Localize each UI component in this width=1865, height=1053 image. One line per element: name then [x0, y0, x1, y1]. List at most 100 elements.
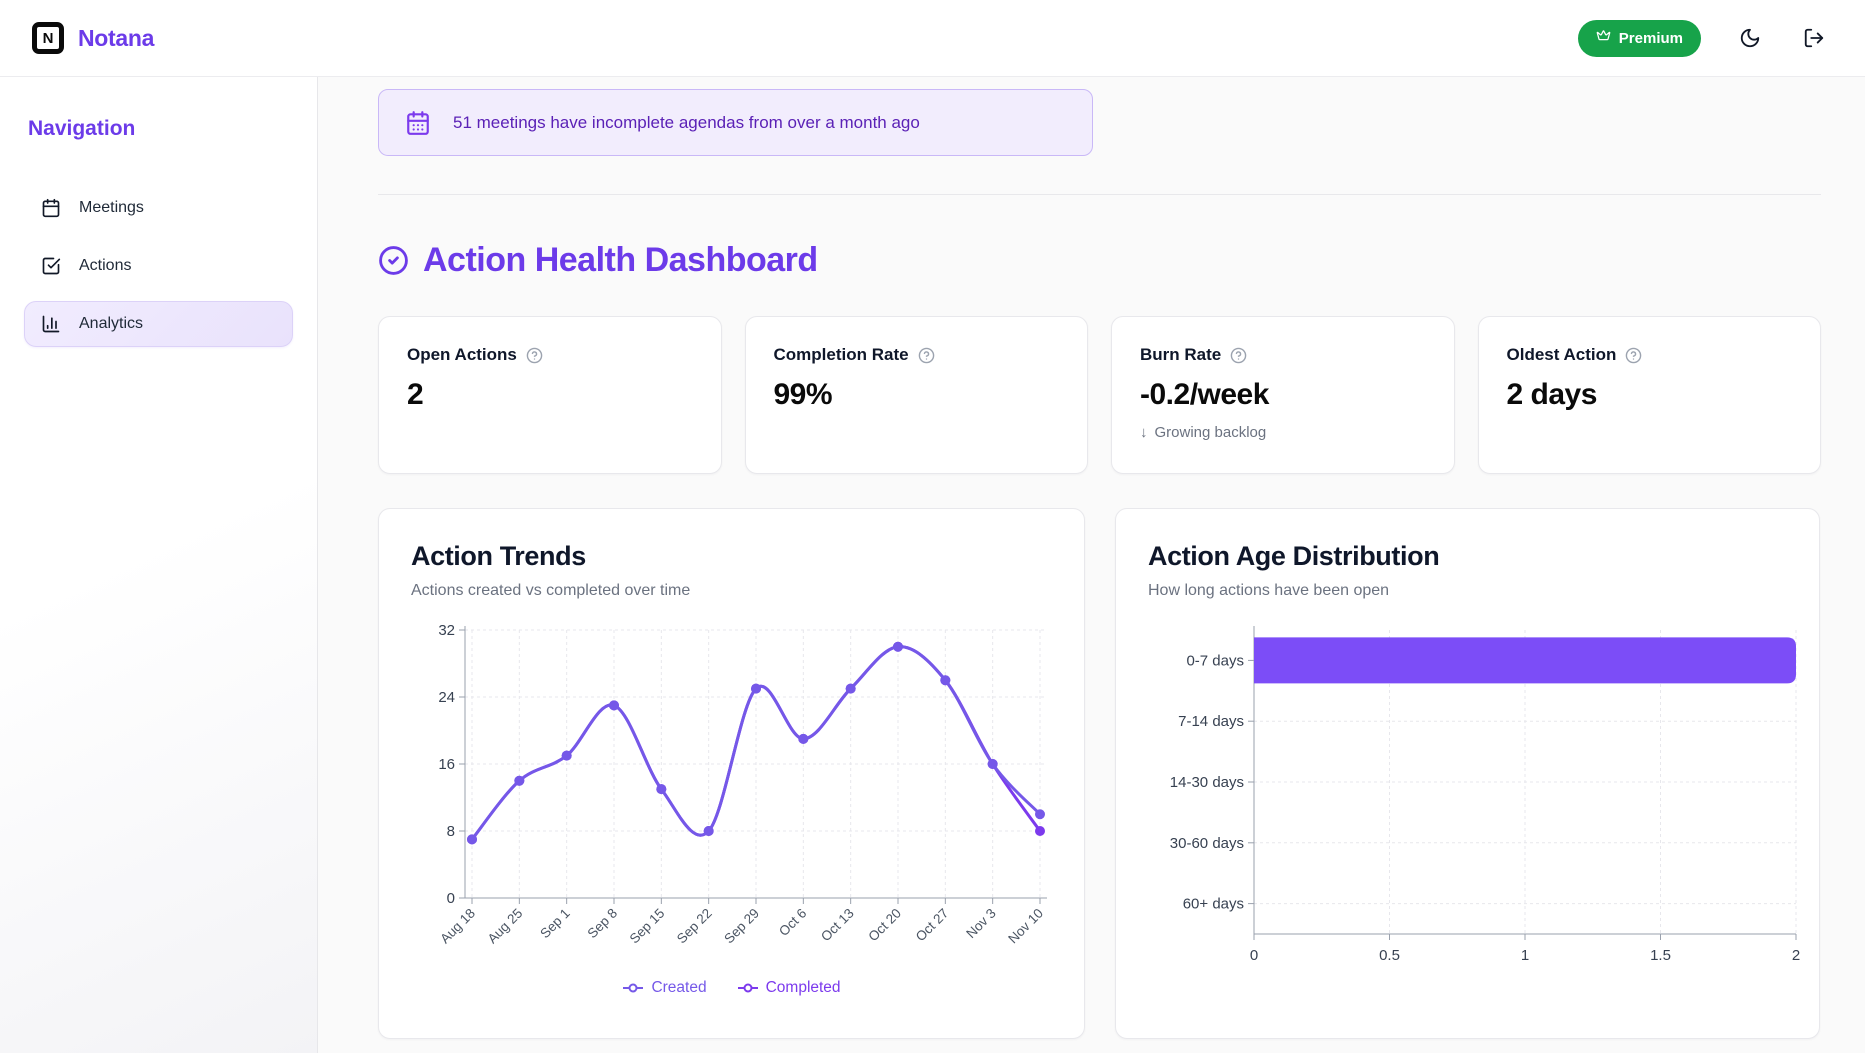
action-trends-chart: 0 8 16 24 32 Aug 18 Aug 25 Sep 1 Sep 8 Sep 15 Sep …: [411, 614, 1052, 975]
top-header: N Notana Premium: [0, 0, 1865, 77]
bar-chart-svg: 0-7 days 7-14 days 14-30 days 30-60 days 60+…: [1170, 626, 1800, 964]
sidebar: Navigation Meetings Actions Analytics: [0, 77, 318, 1053]
square-check-icon: [41, 256, 61, 276]
stat-value: 99%: [773, 378, 833, 411]
sidebar-heading: Navigation: [28, 117, 136, 140]
svg-text:Oct 13: Oct 13: [818, 906, 857, 945]
svg-text:Sep 15: Sep 15: [627, 906, 668, 947]
premium-label: Premium: [1618, 29, 1683, 47]
svg-text:24: 24: [438, 689, 455, 706]
section-divider: [378, 194, 1821, 195]
stat-value: -0.2/week: [1140, 378, 1269, 411]
legend-item-completed: Completed: [737, 979, 841, 997]
dashboard-title-row: Action Health Dashboard: [378, 241, 1821, 280]
stat-label: Oldest Action: [1506, 345, 1617, 364]
svg-text:0.5: 0.5: [1379, 947, 1400, 964]
sidebar-item-label: Analytics: [79, 315, 144, 332]
sidebar-item-analytics[interactable]: Analytics: [24, 301, 293, 347]
notana-logo-icon: N: [32, 22, 64, 54]
sidebar-item-actions[interactable]: Actions: [24, 243, 293, 289]
stat-card-oldest-action: Oldest Action 2 days: [1477, 316, 1821, 474]
x-axis-labels: 0 0.5 1 1.5 2: [1250, 934, 1800, 964]
main-content: 51 meetings have incomplete agendas from…: [318, 77, 1865, 1053]
premium-button[interactable]: Premium: [1577, 19, 1701, 57]
age-bar-0-7-days: [1254, 637, 1796, 684]
x-axis-labels: Aug 18 Aug 25 Sep 1 Sep 8 Sep 15 Sep 22 Sep 29…: [437, 898, 1046, 946]
svg-text:Aug 25: Aug 25: [485, 906, 526, 947]
logout-button[interactable]: [1799, 23, 1829, 53]
stat-label: Open Actions: [407, 345, 517, 364]
stat-value: 2: [407, 378, 424, 411]
chart-title: Action Trends: [411, 541, 586, 571]
svg-text:Nov 3: Nov 3: [963, 906, 999, 942]
svg-text:0: 0: [1250, 947, 1258, 964]
stat-label: Completion Rate: [773, 345, 909, 364]
stat-note: ↓ Growing backlog: [1140, 424, 1426, 441]
svg-text:Nov 10: Nov 10: [1005, 906, 1046, 947]
svg-text:Aug 18: Aug 18: [437, 906, 478, 947]
category-labels: 0-7 days 7-14 days 14-30 days 30-60 days 60+…: [1170, 652, 1254, 913]
svg-text:1.5: 1.5: [1650, 947, 1671, 964]
stat-card-completion-rate: Completion Rate 99%: [744, 316, 1088, 474]
arrow-down-icon: ↓: [1140, 424, 1148, 441]
legend-marker-icon: [737, 983, 758, 993]
dark-mode-toggle[interactable]: [1735, 23, 1765, 53]
action-age-chart: 0-7 days 7-14 days 14-30 days 30-60 days 60+…: [1148, 614, 1800, 989]
svg-text:30-60 days: 30-60 days: [1170, 835, 1244, 852]
header-actions: Premium: [1577, 19, 1829, 57]
incomplete-agendas-banner[interactable]: 51 meetings have incomplete agendas from…: [378, 89, 1093, 156]
svg-text:Sep 1: Sep 1: [537, 906, 573, 942]
chart-subtitle: Actions created vs completed over time: [411, 582, 691, 599]
page-title: Action Health Dashboard: [423, 241, 818, 279]
svg-text:Oct 20: Oct 20: [865, 906, 904, 945]
stat-value: 2 days: [1506, 378, 1598, 411]
svg-text:Sep 29: Sep 29: [721, 906, 762, 947]
help-circle-icon[interactable]: [1230, 347, 1247, 364]
chart-legend: Created Completed: [411, 979, 1052, 997]
stat-note-text: Growing backlog: [1154, 424, 1267, 441]
svg-text:Sep 8: Sep 8: [585, 906, 621, 942]
charts-grid: Action Trends Actions created vs complet…: [378, 508, 1821, 1039]
help-circle-icon[interactable]: [526, 347, 543, 364]
sidebar-item-label: Actions: [79, 257, 132, 274]
brand[interactable]: N Notana: [32, 22, 154, 54]
calendar-icon: [41, 198, 61, 218]
svg-text:32: 32: [438, 622, 455, 639]
created-points: [467, 641, 1045, 845]
svg-text:0-7 days: 0-7 days: [1186, 652, 1244, 669]
svg-text:7-14 days: 7-14 days: [1178, 713, 1244, 730]
action-age-card: Action Age Distribution How long actions…: [1115, 508, 1820, 1039]
svg-text:1: 1: [1521, 947, 1529, 964]
help-circle-icon[interactable]: [918, 347, 935, 364]
svg-text:Oct 6: Oct 6: [776, 906, 809, 939]
svg-text:2: 2: [1792, 947, 1800, 964]
stats-grid: Open Actions 2 Completion Rate 99%: [378, 316, 1821, 474]
svg-text:8: 8: [447, 823, 455, 840]
y-axis-labels: 0 8 16 24 32: [438, 622, 465, 907]
logout-icon: [1804, 28, 1824, 48]
stat-card-open-actions: Open Actions 2: [378, 316, 722, 474]
stat-card-burn-rate: Burn Rate -0.2/week ↓ Growing backlog: [1111, 316, 1455, 474]
sidebar-item-label: Meetings: [79, 199, 144, 216]
svg-text:0: 0: [447, 890, 455, 907]
legend-marker-icon: [623, 983, 644, 993]
circle-check-icon: [378, 245, 409, 276]
sidebar-item-meetings[interactable]: Meetings: [24, 185, 293, 231]
brand-name: Notana: [78, 24, 155, 51]
action-trends-card: Action Trends Actions created vs complet…: [378, 508, 1085, 1039]
banner-text: 51 meetings have incomplete agendas from…: [453, 112, 920, 132]
moon-icon: [1740, 28, 1760, 48]
svg-text:16: 16: [438, 756, 455, 773]
svg-text:14-30 days: 14-30 days: [1170, 774, 1244, 791]
svg-text:Sep 22: Sep 22: [674, 906, 715, 947]
svg-text:Oct 27: Oct 27: [913, 906, 952, 945]
crown-icon: [1596, 29, 1611, 48]
chart-subtitle: How long actions have been open: [1148, 582, 1390, 599]
help-circle-icon[interactable]: [1625, 347, 1642, 364]
bar-chart-icon: [41, 314, 61, 334]
stat-label: Burn Rate: [1140, 345, 1222, 364]
svg-text:60+ days: 60+ days: [1183, 896, 1244, 913]
chart-title: Action Age Distribution: [1148, 541, 1440, 571]
